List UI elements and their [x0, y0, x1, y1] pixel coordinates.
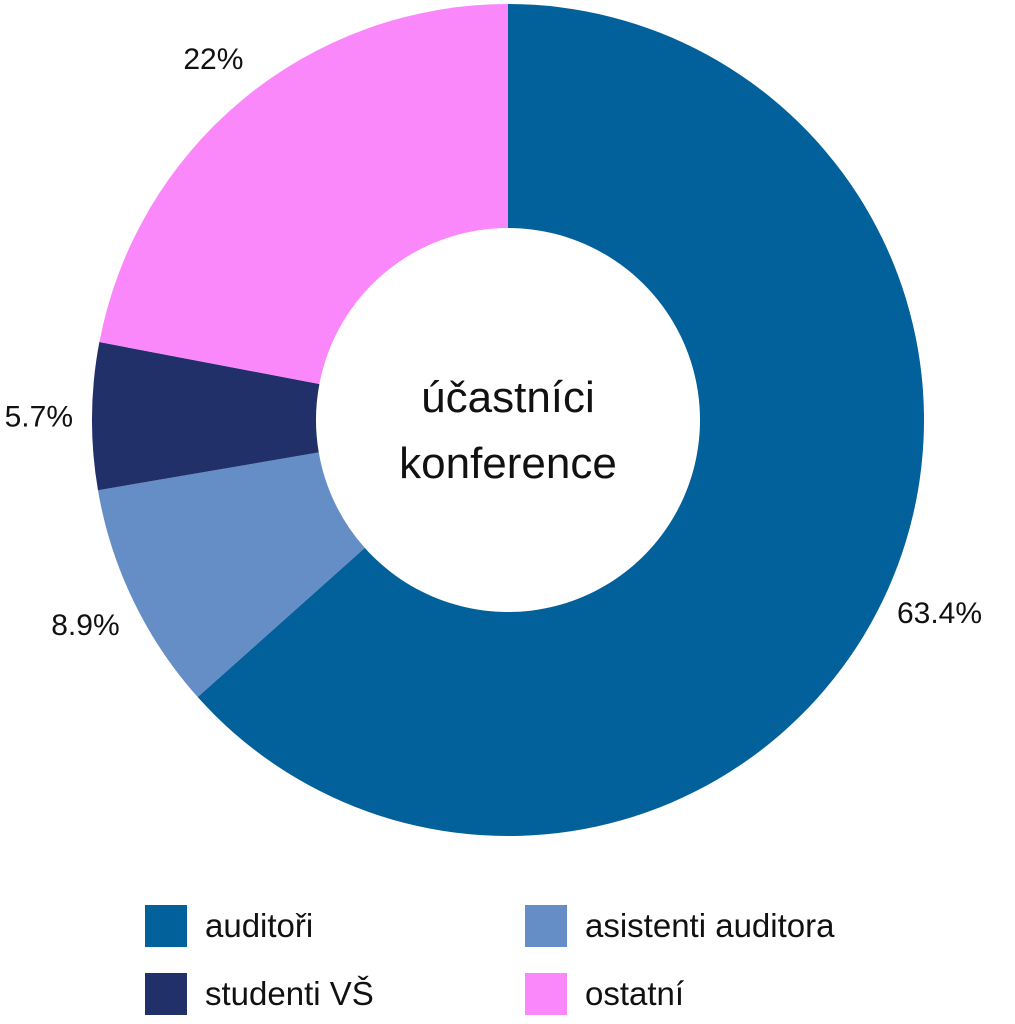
legend-item-ostatni: ostatní [525, 973, 684, 1015]
slice-asistenti-auditora [97, 452, 365, 698]
slice-studenti-vs [92, 342, 320, 491]
center-label-line-2: konference [399, 439, 617, 488]
value-label: 22% [183, 43, 243, 76]
value-label: 8.9% [51, 609, 119, 642]
slice-auditori [197, 4, 924, 836]
legend-label: asistenti auditora [585, 907, 835, 944]
legend: auditoři asistenti auditora studenti VŠ … [145, 905, 905, 1015]
legend-label: studenti VŠ [205, 975, 374, 1012]
legend-item-studenti-vs: studenti VŠ [145, 973, 374, 1015]
legend-swatch [525, 973, 567, 1015]
center-label-line-1: účastníci [421, 373, 595, 422]
legend-swatch [145, 905, 187, 947]
legend-swatch [145, 973, 187, 1015]
legend-item-auditori: auditoři [145, 905, 313, 947]
legend-item-asistenti-auditora: asistenti auditora [525, 905, 834, 947]
legend-label: ostatní [585, 975, 685, 1012]
legend-label: auditoři [205, 907, 314, 944]
value-label: 5.7% [5, 401, 73, 434]
slice-ostatni [99, 4, 509, 385]
legend-swatch [525, 905, 567, 947]
value-label: 63.4% [897, 597, 982, 630]
donut-chart: 63.4% 8.9% 5.7% 22% účastníci konference [5, 4, 982, 836]
